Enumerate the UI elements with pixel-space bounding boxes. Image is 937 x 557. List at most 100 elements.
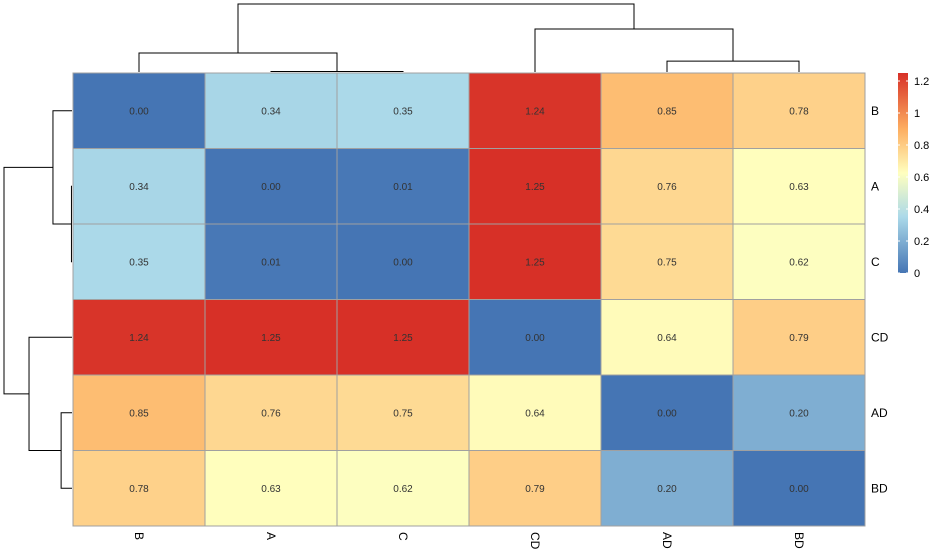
dendrogram-link bbox=[28, 336, 72, 451]
heatmap-cell bbox=[336, 374, 470, 451]
cell-value-label: 0.78 bbox=[129, 484, 149, 495]
heatmap-cell bbox=[72, 72, 206, 149]
dendrogram-link bbox=[60, 412, 72, 489]
column-label: C bbox=[396, 532, 410, 541]
row-label: B bbox=[871, 104, 879, 118]
legend-tick-label: 0.6 bbox=[914, 172, 929, 184]
cell-value-label: 0.00 bbox=[789, 484, 809, 495]
cell-value-label: 0.35 bbox=[393, 106, 413, 117]
legend-tick-label: 0.2 bbox=[914, 236, 929, 248]
legend-tick-label: 0 bbox=[914, 268, 920, 280]
cell-value-label: 1.24 bbox=[129, 333, 149, 344]
cell-value-label: 0.00 bbox=[393, 257, 413, 268]
column-label: B bbox=[132, 532, 146, 540]
heatmap-cell bbox=[600, 223, 734, 300]
cell-value-label: 0.64 bbox=[525, 408, 545, 419]
heatmap-cell bbox=[732, 299, 866, 376]
cell-value-label: 0.34 bbox=[129, 182, 149, 193]
heatmap-cell bbox=[72, 299, 206, 376]
cell-value-label: 0.63 bbox=[261, 484, 281, 495]
cell-value-label: 0.63 bbox=[789, 182, 809, 193]
heatmap-cell bbox=[600, 299, 734, 376]
cell-value-label: 0.00 bbox=[657, 408, 677, 419]
heatmap-cell bbox=[732, 148, 866, 225]
legend-tick-label: 0.8 bbox=[914, 140, 929, 152]
heatmap-cell bbox=[72, 223, 206, 300]
row-labels: B A C CD AD BD bbox=[871, 104, 889, 496]
cell-value-label: 0.35 bbox=[129, 257, 149, 268]
heatmap-cell bbox=[468, 450, 602, 527]
legend-color-bar bbox=[898, 73, 908, 273]
heatmap-cell bbox=[732, 72, 866, 149]
cell-value-label: 0.00 bbox=[129, 106, 149, 117]
cell-value-label: 1.25 bbox=[261, 333, 281, 344]
heatmap-cell bbox=[732, 223, 866, 300]
cell-value-label: 0.64 bbox=[657, 333, 677, 344]
cell-value-label: 0.01 bbox=[261, 257, 281, 268]
row-label: C bbox=[871, 255, 880, 269]
dendrogram-link bbox=[666, 60, 800, 72]
heatmap-cell bbox=[468, 148, 602, 225]
row-label: CD bbox=[871, 330, 889, 344]
heatmap-cell bbox=[204, 72, 338, 149]
row-label: AD bbox=[871, 406, 888, 420]
heatmap-cell bbox=[600, 374, 734, 451]
legend-tick-label: 0.4 bbox=[914, 204, 929, 216]
column-label: AD bbox=[660, 532, 674, 549]
heatmap-cells: 0.00 0.34 0.35 1.24 0.85 0.78 0.34 0.00 0.01 1.25… bbox=[72, 72, 866, 527]
heatmap-cell bbox=[204, 148, 338, 225]
heatmap-cell bbox=[336, 299, 470, 376]
heatmap-cell bbox=[732, 374, 866, 451]
cell-value-label: 1.25 bbox=[525, 182, 545, 193]
cell-value-label: 0.75 bbox=[657, 257, 677, 268]
column-labels: B A C CD AD BD bbox=[132, 532, 806, 550]
cell-value-label: 0.01 bbox=[393, 182, 413, 193]
cell-value-label: 0.78 bbox=[789, 106, 809, 117]
heatmap-cell bbox=[600, 450, 734, 527]
cell-value-label: 0.20 bbox=[657, 484, 677, 495]
cell-value-label: 0.79 bbox=[789, 333, 809, 344]
heatmap-cell bbox=[468, 374, 602, 451]
cell-value-label: 1.24 bbox=[525, 106, 545, 117]
dendrogram-link bbox=[52, 110, 72, 225]
cell-value-label: 0.76 bbox=[657, 182, 677, 193]
cell-value-label: 0.85 bbox=[657, 106, 677, 117]
heatmap-cell bbox=[600, 72, 734, 149]
cell-value-label: 1.25 bbox=[525, 257, 545, 268]
heatmap-cell bbox=[72, 450, 206, 527]
dendrogram-link bbox=[270, 70, 404, 72]
row-label: BD bbox=[871, 481, 888, 495]
cell-value-label: 1.25 bbox=[393, 333, 413, 344]
cell-value-label: 0.00 bbox=[261, 182, 281, 193]
dendrogram-link bbox=[534, 28, 734, 72]
dendrogram-link bbox=[138, 52, 338, 72]
cell-value-label: 0.75 bbox=[393, 408, 413, 419]
column-label: BD bbox=[792, 532, 806, 549]
column-label: CD bbox=[528, 532, 542, 550]
dendrogram-link bbox=[70, 185, 72, 263]
heatmap-cell bbox=[468, 72, 602, 149]
heatmap-cell bbox=[204, 223, 338, 300]
cell-value-label: 0.85 bbox=[129, 408, 149, 419]
heatmap-cell bbox=[732, 450, 866, 527]
dendrogram-link bbox=[237, 3, 635, 53]
heatmap-cell bbox=[204, 299, 338, 376]
cell-value-label: 0.62 bbox=[393, 484, 413, 495]
column-dendrogram bbox=[138, 3, 800, 72]
heatmap-cell bbox=[72, 374, 206, 451]
cell-value-label: 0.76 bbox=[261, 408, 281, 419]
legend-tick-label: 1 bbox=[914, 108, 920, 120]
row-dendrogram bbox=[3, 110, 72, 489]
cell-value-label: 0.34 bbox=[261, 106, 281, 117]
cell-value-label: 0.00 bbox=[525, 333, 545, 344]
column-label: A bbox=[264, 532, 278, 540]
heatmap-cell bbox=[468, 299, 602, 376]
cell-value-label: 0.79 bbox=[525, 484, 545, 495]
dendrogram-link bbox=[3, 166, 53, 395]
heatmap-cell bbox=[336, 223, 470, 300]
legend-tick-label: 1.2 bbox=[914, 76, 929, 88]
cell-value-label: 0.62 bbox=[789, 257, 809, 268]
cell-value-label: 0.20 bbox=[789, 408, 809, 419]
heatmap-cell bbox=[468, 223, 602, 300]
